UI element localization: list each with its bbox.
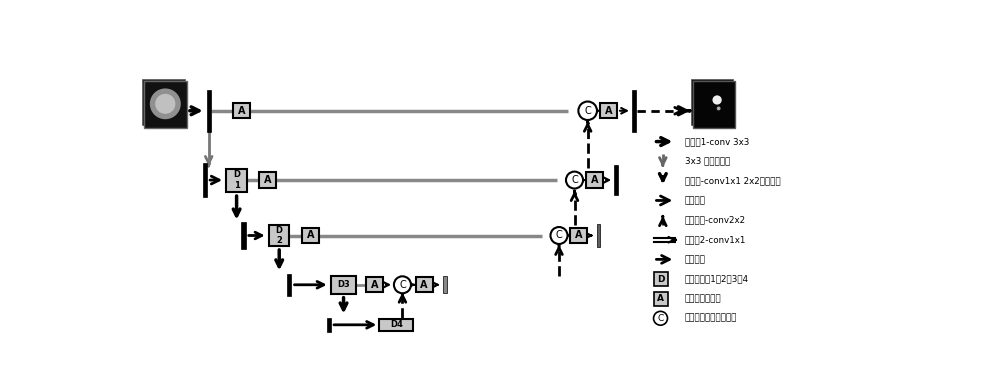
Bar	[203, 163, 207, 197]
Text: 3x3 最大池化层: 3x3 最大池化层	[685, 157, 730, 166]
Text: D4: D4	[390, 320, 403, 329]
Text: 卷积层1-conv 3x3: 卷积层1-conv 3x3	[685, 137, 749, 146]
Text: D: D	[657, 275, 664, 283]
Bar	[269, 225, 289, 246]
Text: C: C	[399, 280, 406, 290]
Text: C: C	[657, 314, 664, 323]
Text: A: A	[420, 280, 428, 290]
Text: D
1: D 1	[233, 170, 240, 190]
Text: 连接传递: 连接传递	[685, 196, 706, 205]
Circle shape	[550, 227, 568, 244]
Bar	[259, 172, 276, 188]
Text: 注意力机制模块: 注意力机制模块	[685, 294, 721, 303]
Text: A: A	[238, 106, 245, 116]
Bar	[654, 292, 668, 306]
Text: 注意力机制间连接操作: 注意力机制间连接操作	[685, 314, 737, 323]
Text: A: A	[306, 230, 314, 240]
Bar	[693, 81, 735, 128]
Text: A: A	[371, 280, 378, 290]
Circle shape	[712, 95, 722, 104]
Circle shape	[654, 311, 668, 325]
Bar	[142, 79, 185, 126]
Text: D3: D3	[337, 280, 350, 289]
Bar	[379, 319, 413, 331]
Text: A: A	[575, 230, 582, 240]
Text: A: A	[264, 175, 271, 185]
Bar	[366, 277, 383, 293]
Circle shape	[150, 88, 181, 119]
Text: 上采样层-conv2x2: 上采样层-conv2x2	[685, 215, 746, 225]
Circle shape	[155, 94, 175, 114]
Circle shape	[717, 106, 721, 110]
Bar	[287, 274, 291, 296]
Text: C: C	[571, 175, 578, 185]
Bar	[654, 272, 668, 286]
Bar	[331, 276, 356, 294]
Bar	[600, 103, 617, 118]
Circle shape	[566, 172, 583, 189]
Text: D
2: D 2	[276, 226, 283, 245]
Text: A: A	[657, 294, 664, 303]
Circle shape	[578, 101, 597, 120]
Bar	[586, 172, 603, 188]
Bar	[691, 79, 733, 126]
Bar	[614, 165, 618, 195]
Bar	[241, 222, 246, 249]
Bar	[207, 89, 211, 132]
Bar	[416, 277, 433, 293]
Bar	[226, 169, 247, 192]
Bar	[597, 224, 600, 247]
Text: 跳跃连接: 跳跃连接	[685, 255, 706, 264]
Bar	[302, 228, 319, 243]
Text: A: A	[591, 175, 598, 185]
Bar	[233, 103, 250, 118]
Bar	[632, 89, 636, 132]
Circle shape	[394, 276, 411, 293]
Text: 过渡层-conv1x1 2x2平均池化: 过渡层-conv1x1 2x2平均池化	[685, 176, 780, 185]
Text: C: C	[556, 230, 562, 240]
Text: C: C	[584, 106, 591, 116]
Text: A: A	[605, 106, 612, 116]
Text: 密集连接块1、2、3、4: 密集连接块1、2、3、4	[685, 275, 749, 283]
Bar	[144, 81, 187, 128]
Bar	[443, 276, 447, 293]
Bar	[570, 228, 587, 243]
Bar	[327, 318, 331, 332]
Text: 卷积层2-conv1x1: 卷积层2-conv1x1	[685, 235, 746, 244]
